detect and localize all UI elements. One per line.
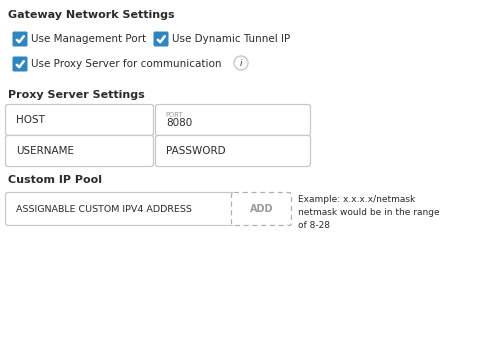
FancyBboxPatch shape bbox=[12, 32, 28, 46]
FancyBboxPatch shape bbox=[5, 193, 235, 225]
FancyBboxPatch shape bbox=[5, 136, 154, 166]
Text: HOST: HOST bbox=[16, 115, 45, 125]
Text: ASSIGNABLE CUSTOM IPV4 ADDRESS: ASSIGNABLE CUSTOM IPV4 ADDRESS bbox=[16, 204, 192, 214]
Text: PORT: PORT bbox=[165, 112, 183, 118]
FancyBboxPatch shape bbox=[155, 136, 310, 166]
Text: Custom IP Pool: Custom IP Pool bbox=[8, 175, 102, 185]
Circle shape bbox=[234, 56, 248, 70]
Text: 8080: 8080 bbox=[166, 118, 192, 128]
Text: i: i bbox=[240, 59, 242, 67]
Text: PASSWORD: PASSWORD bbox=[166, 146, 226, 156]
FancyBboxPatch shape bbox=[12, 57, 28, 72]
Text: Proxy Server Settings: Proxy Server Settings bbox=[8, 90, 145, 100]
Text: Gateway Network Settings: Gateway Network Settings bbox=[8, 10, 175, 20]
FancyBboxPatch shape bbox=[155, 104, 310, 136]
FancyBboxPatch shape bbox=[232, 193, 291, 225]
Text: Use Dynamic Tunnel IP: Use Dynamic Tunnel IP bbox=[172, 34, 290, 44]
Text: USERNAME: USERNAME bbox=[16, 146, 74, 156]
FancyBboxPatch shape bbox=[5, 104, 154, 136]
Text: Use Management Port: Use Management Port bbox=[31, 34, 146, 44]
Text: Use Proxy Server for communication: Use Proxy Server for communication bbox=[31, 59, 221, 69]
FancyBboxPatch shape bbox=[154, 32, 168, 46]
Text: Example: x.x.x.x/netmask
netmask would be in the range
of 8-28: Example: x.x.x.x/netmask netmask would b… bbox=[298, 195, 440, 231]
Text: ADD: ADD bbox=[250, 204, 273, 214]
